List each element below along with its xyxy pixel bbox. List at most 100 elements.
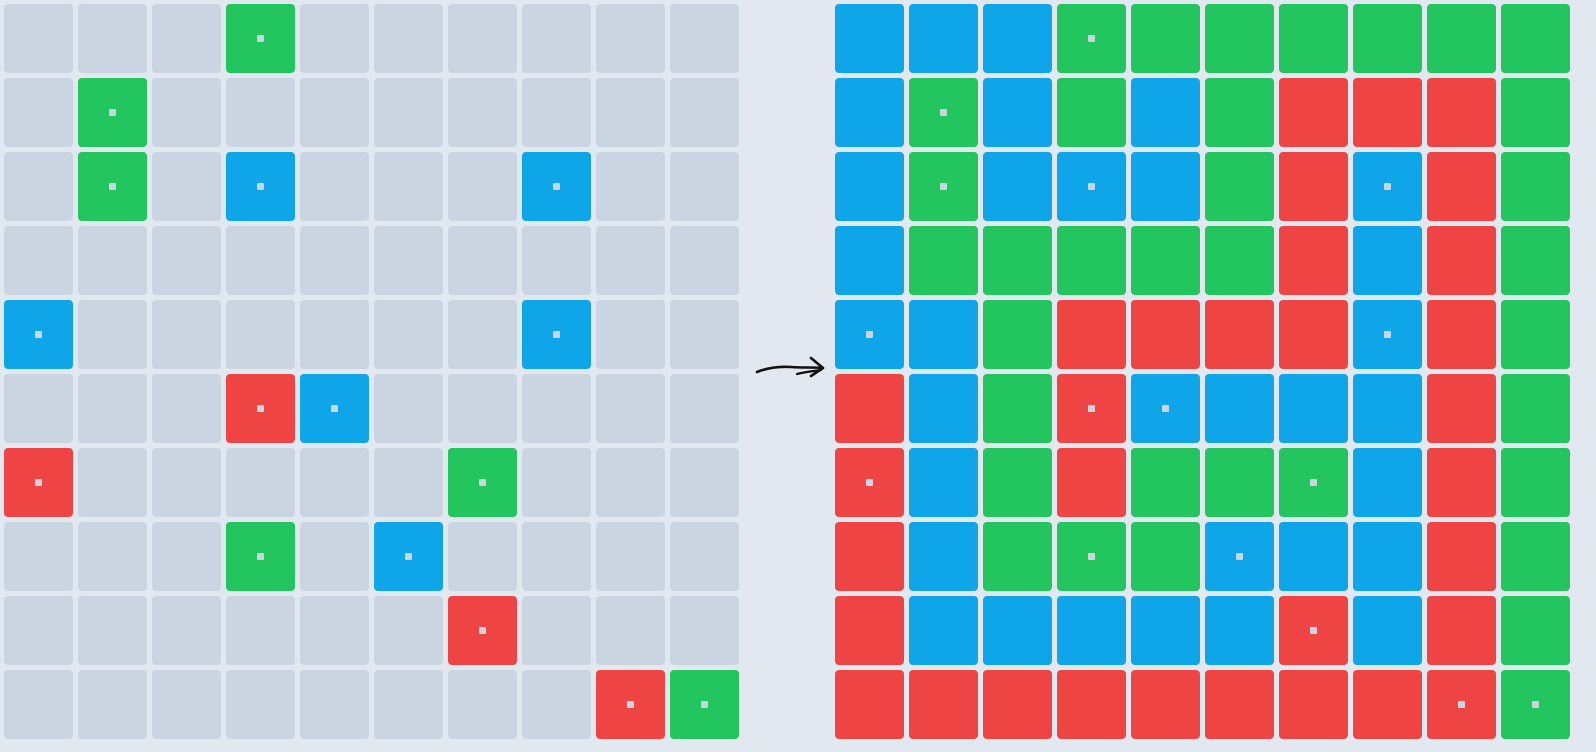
output-cell xyxy=(1427,152,1496,221)
seed-marker-icon xyxy=(1384,183,1391,190)
output-cell xyxy=(835,374,904,443)
input-cell xyxy=(374,300,443,369)
seed-marker-icon xyxy=(940,183,947,190)
output-cell xyxy=(1427,374,1496,443)
output-cell xyxy=(1501,226,1570,295)
output-cell xyxy=(1205,522,1274,591)
input-cell xyxy=(596,300,665,369)
input-cell xyxy=(448,670,517,739)
input-cell xyxy=(448,596,517,665)
output-cell xyxy=(1057,374,1126,443)
output-cell xyxy=(835,448,904,517)
output-cell xyxy=(1279,152,1348,221)
input-cell xyxy=(152,374,221,443)
output-cell xyxy=(1205,448,1274,517)
output-cell xyxy=(1427,596,1496,665)
output-cell xyxy=(835,670,904,739)
output-cell xyxy=(1501,78,1570,147)
output-cell xyxy=(1131,226,1200,295)
input-cell xyxy=(226,448,295,517)
output-cell xyxy=(909,374,978,443)
seed-marker-icon xyxy=(257,553,264,560)
output-cell xyxy=(1131,522,1200,591)
output-cell xyxy=(1353,226,1422,295)
output-cell xyxy=(1501,4,1570,73)
seed-marker-icon xyxy=(1458,701,1465,708)
seed-marker-icon xyxy=(1532,701,1539,708)
input-cell xyxy=(670,374,739,443)
output-cell xyxy=(1279,300,1348,369)
seed-marker-icon xyxy=(1088,553,1095,560)
input-cell xyxy=(374,152,443,221)
output-cell xyxy=(835,152,904,221)
output-cell xyxy=(983,300,1052,369)
output-cell xyxy=(1427,522,1496,591)
input-cell xyxy=(596,4,665,73)
output-cell xyxy=(1057,4,1126,73)
output-cell xyxy=(1057,300,1126,369)
output-cell xyxy=(1057,78,1126,147)
output-cell xyxy=(1205,226,1274,295)
input-grid xyxy=(4,4,739,739)
input-cell xyxy=(4,152,73,221)
input-cell xyxy=(4,670,73,739)
input-cell xyxy=(670,448,739,517)
input-cell xyxy=(596,596,665,665)
output-cell xyxy=(983,670,1052,739)
seed-marker-icon xyxy=(257,405,264,412)
seed-marker-icon xyxy=(1384,331,1391,338)
output-grid xyxy=(835,4,1570,739)
output-cell xyxy=(1131,670,1200,739)
input-cell xyxy=(78,152,147,221)
output-cell xyxy=(835,596,904,665)
output-cell xyxy=(1279,226,1348,295)
input-cell xyxy=(300,670,369,739)
input-cell xyxy=(78,226,147,295)
input-cell xyxy=(78,300,147,369)
output-cell xyxy=(835,300,904,369)
output-cell xyxy=(1427,4,1496,73)
input-cell xyxy=(522,152,591,221)
transform-arrow-icon xyxy=(755,356,825,378)
seed-marker-icon xyxy=(553,183,560,190)
output-cell xyxy=(983,596,1052,665)
input-cell xyxy=(226,152,295,221)
input-cell xyxy=(226,4,295,73)
output-cell xyxy=(1353,300,1422,369)
input-cell xyxy=(4,522,73,591)
output-cell xyxy=(1353,596,1422,665)
output-cell xyxy=(1057,596,1126,665)
output-cell xyxy=(1205,152,1274,221)
seed-marker-icon xyxy=(940,109,947,116)
input-cell xyxy=(374,374,443,443)
seed-marker-icon xyxy=(35,331,42,338)
input-cell xyxy=(152,152,221,221)
seed-marker-icon xyxy=(553,331,560,338)
output-cell xyxy=(1427,448,1496,517)
output-cell xyxy=(1131,78,1200,147)
seed-marker-icon xyxy=(405,553,412,560)
input-cell xyxy=(596,152,665,221)
output-cell xyxy=(1427,226,1496,295)
input-cell xyxy=(448,226,517,295)
output-cell xyxy=(1501,448,1570,517)
seed-marker-icon xyxy=(866,331,873,338)
output-cell xyxy=(1131,448,1200,517)
seed-marker-icon xyxy=(479,627,486,634)
input-cell xyxy=(522,522,591,591)
output-cell xyxy=(909,670,978,739)
input-cell xyxy=(670,78,739,147)
output-cell xyxy=(909,300,978,369)
output-cell xyxy=(1131,374,1200,443)
input-cell xyxy=(670,226,739,295)
output-cell xyxy=(1279,448,1348,517)
input-cell xyxy=(78,448,147,517)
input-cell xyxy=(226,374,295,443)
input-cell xyxy=(300,226,369,295)
input-cell xyxy=(670,522,739,591)
output-cell xyxy=(1501,300,1570,369)
input-cell xyxy=(522,226,591,295)
seed-marker-icon xyxy=(257,35,264,42)
seed-marker-icon xyxy=(1088,405,1095,412)
input-cell xyxy=(448,152,517,221)
